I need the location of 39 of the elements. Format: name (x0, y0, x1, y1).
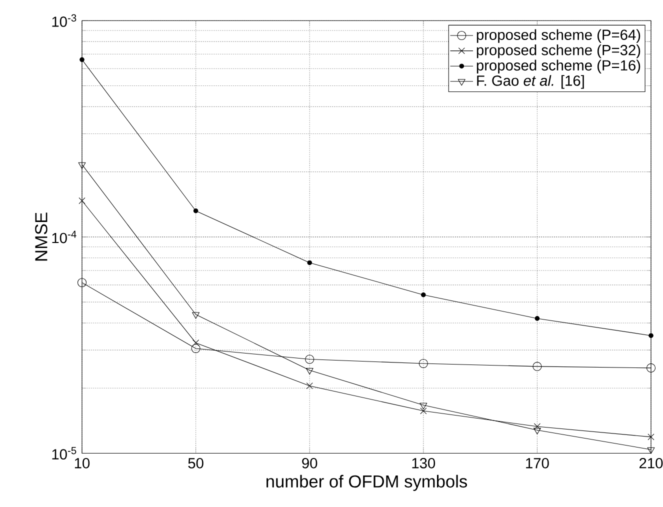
y-tick-label: 10$^{-4}$ (52, 230, 76, 244)
point (306, 368, 314, 375)
x-axis-title: number of OFDM symbols (266, 474, 467, 492)
point (77, 278, 87, 288)
point (306, 382, 313, 390)
point (646, 363, 656, 372)
y-tick-label: 10$^{-3}$ (52, 14, 76, 27)
legend-label: F. Gao et al. [16] (477, 75, 584, 89)
point (421, 292, 426, 298)
x-tick-label: 130 (412, 458, 436, 468)
point (191, 344, 200, 354)
y-axis-title: NMSE (35, 212, 48, 261)
legend-label: proposed scheme (P=64) (476, 29, 640, 43)
point (418, 358, 428, 368)
x-tick-label: 50 (188, 458, 204, 468)
point (420, 408, 427, 414)
point (192, 340, 200, 346)
point (307, 260, 312, 266)
x-tick-label: 170 (526, 458, 549, 468)
point (648, 434, 654, 440)
point (78, 197, 86, 204)
point (648, 333, 654, 338)
point (80, 57, 84, 62)
point (193, 208, 198, 214)
x-tick-label: 90 (302, 458, 318, 468)
x-tick-label: 210 (640, 458, 663, 468)
y-tick-label: 10$^{-5}$ (52, 447, 76, 460)
point (420, 402, 428, 410)
point (534, 316, 540, 321)
legend-label: proposed scheme (P=32) (476, 44, 640, 58)
point (533, 428, 541, 434)
x-tick-label: 10 (74, 458, 90, 468)
point (532, 362, 542, 371)
legend-label: proposed scheme (P=16) (476, 60, 640, 74)
point (192, 312, 200, 319)
point (78, 162, 86, 169)
point (534, 423, 540, 430)
point (305, 354, 314, 364)
point (647, 447, 655, 454)
